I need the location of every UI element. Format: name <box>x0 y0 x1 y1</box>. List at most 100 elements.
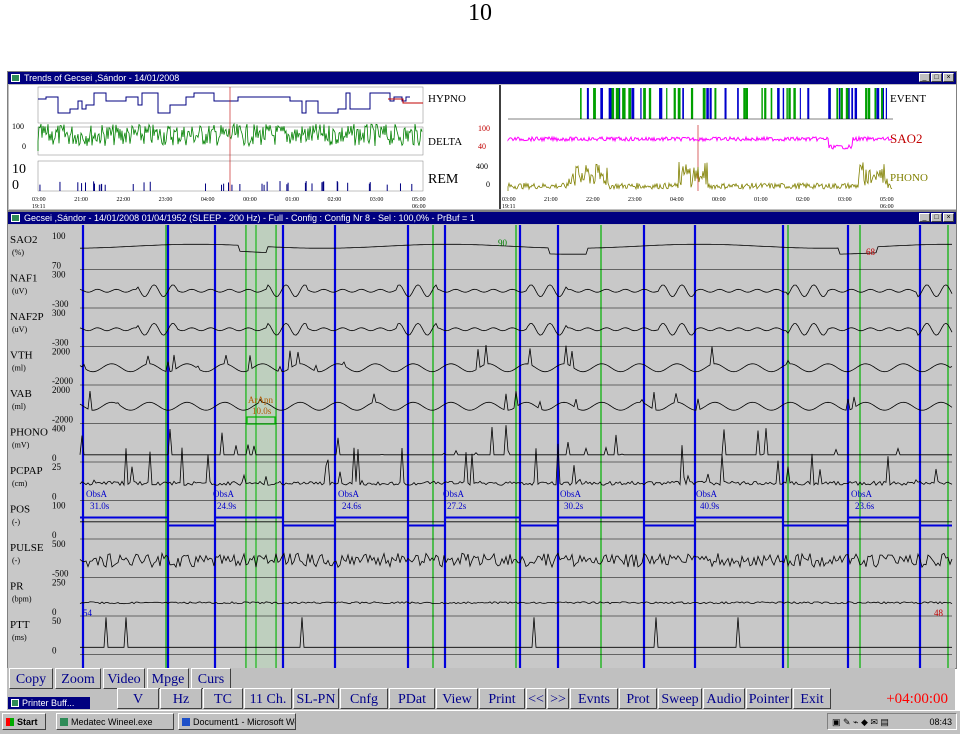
main-titlebar[interactable]: Gecsei ,Sándor - 14/01/2008 01/04/1952 (… <box>8 212 956 224</box>
printer-buffer-popup[interactable]: Printer Buff... <box>8 697 90 709</box>
obs-event-duration: 30.2s <box>564 501 584 511</box>
phono-trend-scale-bottom: 0 <box>486 180 490 189</box>
toolbar-zoom-button[interactable]: Zoom <box>55 668 101 689</box>
toolbar-cnfg-button[interactable]: Cnfg <box>340 688 388 709</box>
toolbar-pointer-button[interactable]: Pointer <box>746 688 792 709</box>
obs-event-4[interactable]: ObsA 30.2s <box>560 489 584 511</box>
obs-event-label: ObsA <box>443 489 465 499</box>
obs-event-label: ObsA <box>213 489 235 499</box>
toolbar-view-button[interactable]: View <box>436 688 478 709</box>
toolbar-sweep-button[interactable]: Sweep <box>658 688 702 709</box>
toolbar-prot-button[interactable]: Prot <box>619 688 657 709</box>
maximize-button[interactable]: □ <box>931 73 942 82</box>
channel-name-pcpap: PCPAP <box>10 465 43 477</box>
arousal-event-box[interactable] <box>246 416 276 425</box>
channel-name-ptt: PTT <box>10 619 30 631</box>
start-label: Start <box>17 717 38 727</box>
toolbar-nav10-button[interactable]: >> <box>547 688 569 709</box>
toolbar-tc-button[interactable]: TC <box>203 688 243 709</box>
obs-event-0[interactable]: ObsA 31.0s <box>86 489 110 511</box>
trace-pulse <box>79 551 953 569</box>
channel-scale-bottom-pcpap: 0 <box>52 492 57 502</box>
right-axis-tick-7: 02:00 <box>796 197 810 203</box>
toolbar-evnts-button[interactable]: Evnts <box>570 688 618 709</box>
channel-scale-top-vab: 2000 <box>52 385 71 395</box>
obs-event-3[interactable]: ObsA 27.2s <box>443 489 467 511</box>
toolbar-pdat-button[interactable]: PDat <box>389 688 435 709</box>
delta-label: DELTA <box>428 136 462 148</box>
toolbar-slpn-button[interactable]: SL-PN <box>293 688 339 709</box>
right-axis-tick-5: 00:00 <box>712 197 726 203</box>
maximize-button[interactable]: □ <box>931 213 942 222</box>
toolbar-video-button[interactable]: Video <box>103 668 145 689</box>
right-axis-tick-9: 05:00 <box>880 197 894 203</box>
hypno-label: HYPNO <box>428 93 466 105</box>
channel-scale-top-pulse: 500 <box>52 539 66 549</box>
tray-icons[interactable]: ▣ ✎ ⌁ ◆ ✉ ▤ <box>832 717 889 727</box>
channel-name-vab: VAB <box>10 388 32 400</box>
toolbar-11ch-button[interactable]: 11 Ch. <box>244 688 292 709</box>
app-icon <box>11 74 20 82</box>
toolbar-mpge-button[interactable]: Mpge <box>147 668 189 689</box>
channel-name-naf2p: NAF2P <box>10 311 44 323</box>
channel-scale-top-pr: 250 <box>52 578 66 588</box>
toolbar-exit-button[interactable]: Exit <box>793 688 831 709</box>
channel-scale-bottom-naf1: -300 <box>52 299 69 309</box>
channel-unit-ptt: (ms) <box>12 633 27 642</box>
left-axis-tick-9: 05:00 <box>412 197 426 203</box>
obs-event-6[interactable]: ObsA 23.6s <box>851 489 875 511</box>
trace-ptt <box>80 617 952 648</box>
channel-unit-pcpap: (cm) <box>12 479 27 488</box>
channel-unit-pulse: (-) <box>12 556 20 565</box>
toolbar-v-button[interactable]: V <box>117 688 159 709</box>
start-button[interactable]: Start <box>2 713 46 730</box>
trends-canvas[interactable]: HYPNO DELTA REM EVENT SAO2 PHONO 100 0 1… <box>8 85 956 209</box>
obs-event-5[interactable]: ObsA 40.9s <box>696 489 720 511</box>
trends-titlebar[interactable]: Trends of Gecsei ,Sándor - 14/01/2008 _ … <box>8 72 956 84</box>
left-axis-sub-start: 19:11 <box>32 204 45 209</box>
close-button[interactable]: × <box>943 73 954 82</box>
main-window: Gecsei ,Sándor - 14/01/2008 01/04/1952 (… <box>7 211 957 669</box>
obs-event-2[interactable]: ObsA 24.6s <box>338 489 362 511</box>
channel-scale-bottom-ptt: 0 <box>52 646 57 656</box>
channel-scale-top-ptt: 50 <box>52 616 62 626</box>
signal-canvas[interactable]: SAO2(%)10070NAF1(uV)300-300NAF2P(uV)300-… <box>8 225 956 668</box>
right-axis-tick-8: 03:00 <box>838 197 852 203</box>
right-axis-tick-2: 22:00 <box>586 197 600 203</box>
trace-vab <box>79 390 953 411</box>
minimize-button[interactable]: _ <box>919 73 930 82</box>
toolbar-copy-button[interactable]: Copy <box>9 668 53 689</box>
word-icon <box>182 718 190 726</box>
right-axis-tick-6: 01:00 <box>754 197 768 203</box>
obs-event-duration: 24.6s <box>342 501 362 511</box>
rem-label: REM <box>428 172 459 187</box>
channel-unit-vth: (ml) <box>12 364 26 373</box>
toolbar-hz-button[interactable]: Hz <box>160 688 202 709</box>
sao2-mark-90: 90 <box>498 238 508 248</box>
obs-event-label: ObsA <box>696 489 718 499</box>
channel-unit-pos: (-) <box>12 518 20 527</box>
minimize-button[interactable]: _ <box>919 213 930 222</box>
toolbar-print-button[interactable]: Print <box>479 688 525 709</box>
channel-scale-bottom-pr: 0 <box>52 607 57 617</box>
delta-scale-top: 100 <box>12 122 24 131</box>
channel-name-pulse: PULSE <box>10 542 44 554</box>
channel-scale-bottom-phono: 0 <box>52 453 57 463</box>
channel-name-sao2: SAO2 <box>10 234 38 246</box>
task-medatec[interactable]: Medatec Wineel.exe <box>56 713 174 730</box>
task-word[interactable]: Document1 - Microsoft Word <box>178 713 296 730</box>
left-axis-tick-6: 01:00 <box>285 197 299 203</box>
toolbar-nav9-button[interactable]: << <box>526 688 546 709</box>
obs-event-1[interactable]: ObsA 24.9s <box>213 489 237 511</box>
channel-unit-sao2: (%) <box>12 248 24 257</box>
page-number: 10 <box>468 0 492 26</box>
close-button[interactable]: × <box>943 213 954 222</box>
toolbar-curs-button[interactable]: Curs <box>191 668 231 689</box>
trace-naf1 <box>79 284 953 298</box>
channel-scale-bottom-pos: 0 <box>52 530 57 540</box>
arousal-event[interactable]: ArApn 10.0s <box>248 395 273 416</box>
obs-event-label: ObsA <box>86 489 108 499</box>
rem-scale-top: 10 <box>12 162 26 177</box>
channel-scale-top-pcpap: 25 <box>52 462 62 472</box>
toolbar-audio-button[interactable]: Audio <box>703 688 745 709</box>
